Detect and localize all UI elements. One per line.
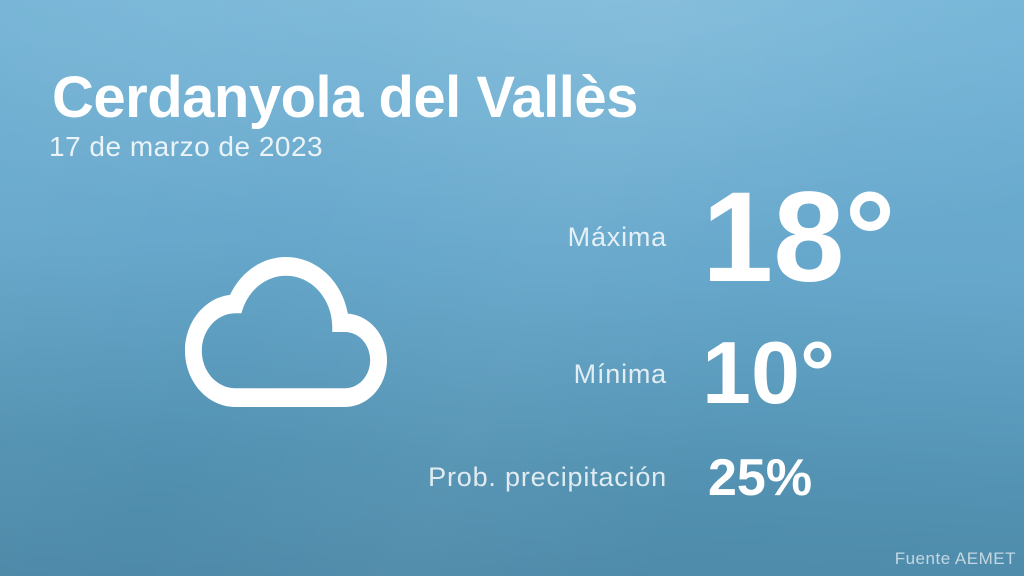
cloud-icon [185,257,387,407]
max-temp-label: Máxima [567,222,667,252]
precipitation-probability-value: 25% [708,449,813,507]
min-temp-label: Mínima [573,359,667,389]
forecast-date: 17 de marzo de 2023 [49,131,324,162]
min-temp-value: 10° [702,323,836,422]
data-source-attribution: Fuente AEMET [894,549,1016,568]
location-title: Cerdanyola del Vallès [52,65,638,130]
max-temp-value: 18° [702,166,896,309]
precipitation-probability-label: Prob. precipitación [428,462,667,492]
